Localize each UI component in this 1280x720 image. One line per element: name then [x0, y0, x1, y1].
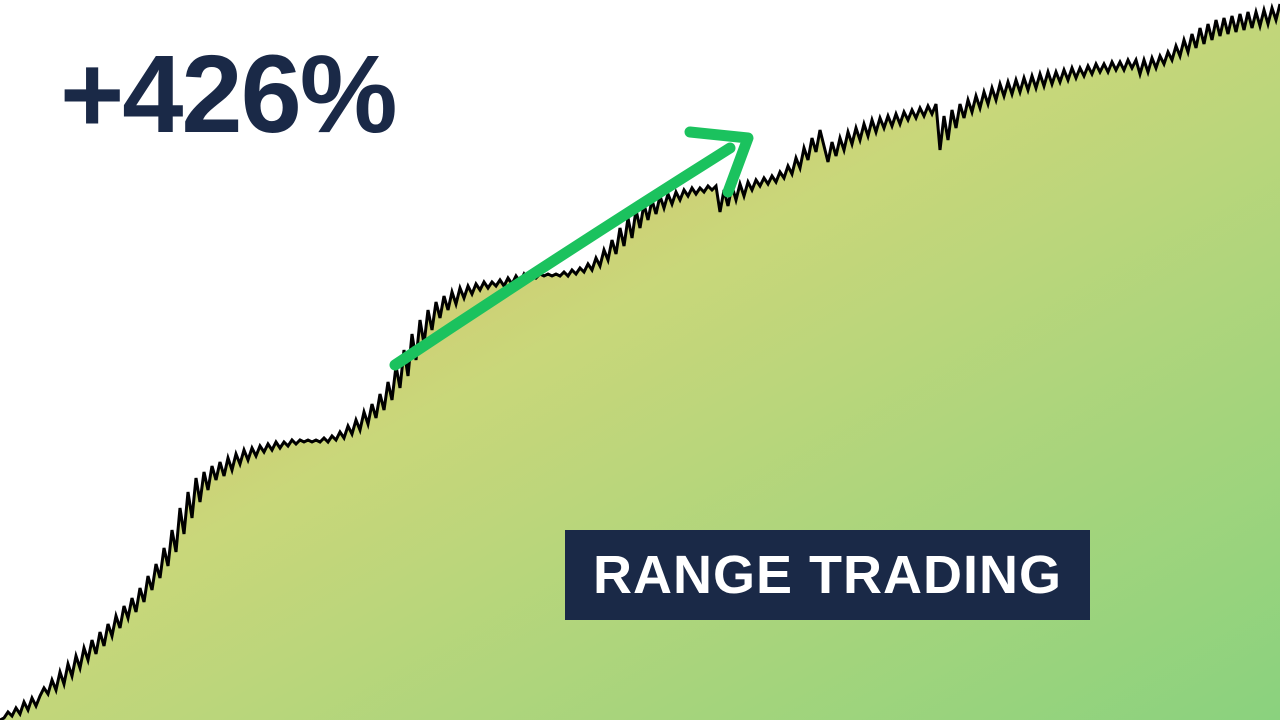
percent-gain-headline: +426% [60, 40, 396, 150]
range-trading-banner: RANGE TRADING [565, 530, 1090, 620]
thumbnail-canvas: +426% RANGE TRADING [0, 0, 1280, 720]
